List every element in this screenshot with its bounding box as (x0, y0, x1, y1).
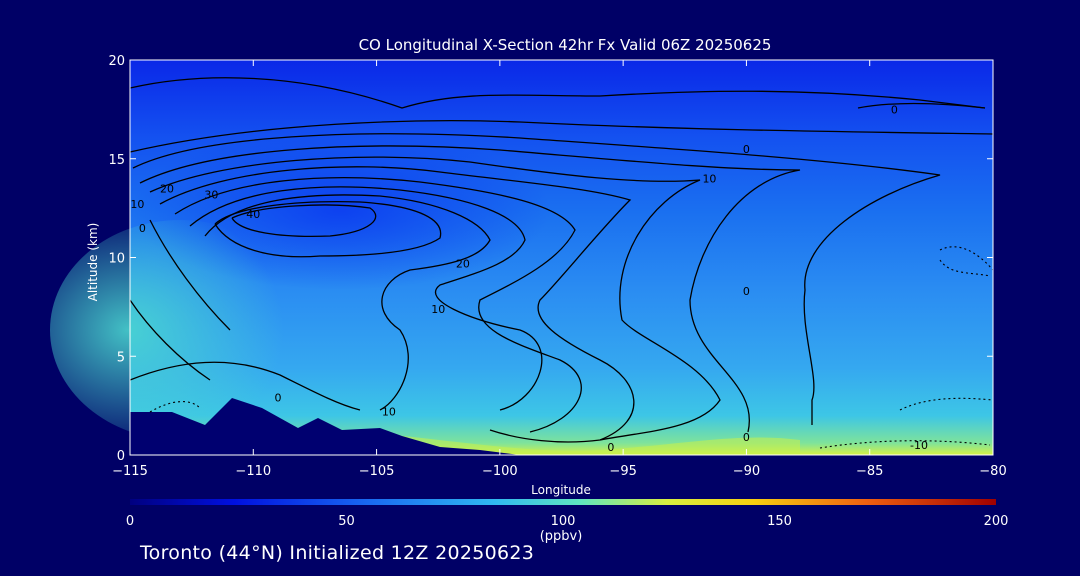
dotted-contours (149, 246, 994, 449)
contour-label: 0 (891, 103, 898, 116)
colorbar-ticks: 0 50 100 150 200 (126, 514, 1009, 529)
contour-labels: 0 0 10 20 30 10 40 0 20 0 10 0 10 0 0 -10 (130, 103, 928, 454)
colorbar-tick-label: 200 (984, 514, 1009, 529)
terrain (130, 398, 520, 455)
y-axis: 0 5 10 15 20 (108, 54, 993, 464)
contour-label: 0 (743, 431, 750, 444)
colorbar-gradient (130, 499, 996, 505)
x-tick-label: −95 (609, 464, 636, 479)
x-tick-label: −100 (482, 464, 518, 479)
contour-label: 10 (431, 303, 445, 316)
y-tick-label: 20 (108, 54, 125, 69)
colorbar-tick-label: 150 (767, 514, 792, 529)
x-tick-label: −90 (733, 464, 760, 479)
contour-lines (129, 77, 994, 443)
x-tick-label: −110 (235, 464, 271, 479)
contour-label: 0 (743, 143, 750, 156)
contour-label: 0 (274, 392, 281, 405)
colorbar-tick-label: 50 (338, 514, 355, 529)
colorbar-label: (ppbv) (540, 529, 583, 544)
y-axis-title: Altitude (km) (86, 223, 100, 302)
y-tick-label: 15 (108, 153, 125, 168)
contour-label: 10 (382, 406, 396, 419)
plot-area (50, 60, 994, 455)
contour-label: 10 (702, 173, 716, 186)
contour-label: 10 (130, 198, 144, 211)
x-axis: −115 −110 −105 −100 −95 −90 −85 −80 (112, 60, 1007, 479)
chart-title: CO Longitudinal X-Section 42hr Fx Valid … (359, 36, 772, 54)
contour-label: 30 (204, 188, 218, 201)
y-tick-label: 0 (117, 449, 125, 464)
x-tick-label: −85 (856, 464, 883, 479)
y-tick-label: 5 (117, 350, 125, 365)
x-axis-title: Longitude (531, 483, 591, 497)
colorbar-tick-label: 0 (126, 514, 134, 529)
colorbar: 0 50 100 150 200 (ppbv) (126, 499, 1009, 544)
western-plume (50, 220, 310, 440)
colorbar-tick-label: 100 (551, 514, 576, 529)
contour-label: 20 (456, 257, 470, 270)
contour-label: 0 (607, 441, 614, 454)
contour-label: 0 (743, 285, 750, 298)
contour-label: 0 (139, 222, 146, 235)
initialization-footer: Toronto (44°N) Initialized 12Z 20250623 (140, 542, 535, 564)
contour-label: 40 (246, 208, 260, 221)
y-tick-label: 10 (108, 252, 125, 267)
contour-label: 20 (160, 182, 174, 195)
x-tick-label: −80 (979, 464, 1006, 479)
contour-label: -10 (910, 439, 928, 452)
x-tick-label: −105 (359, 464, 395, 479)
x-tick-label: −115 (112, 464, 148, 479)
